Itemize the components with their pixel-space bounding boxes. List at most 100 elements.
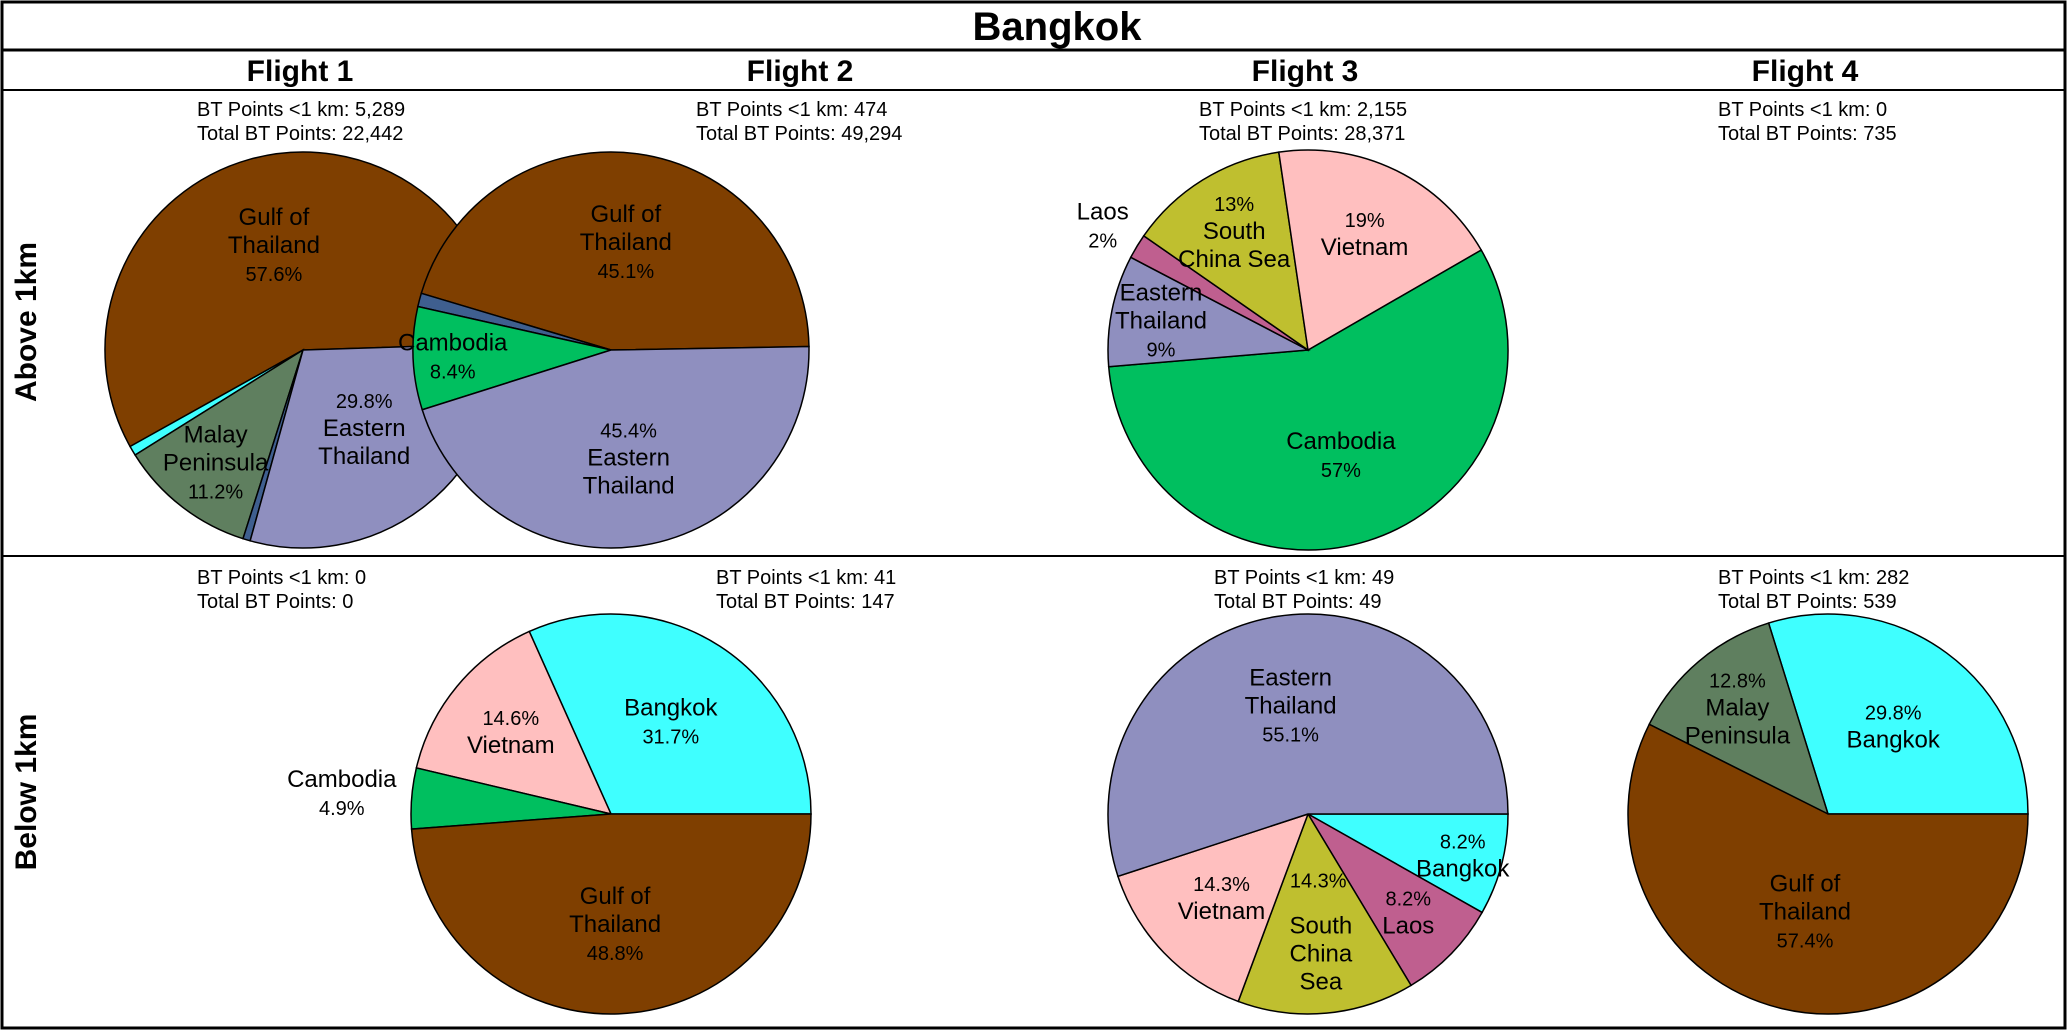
slice-label-gulf-of-thailand: Gulf of [239,204,310,231]
slice-percent-gulf-of-thailand: 57.4% [1777,930,1834,952]
total-points-label: Total BT Points: 735 [1718,123,1897,145]
slice-label-malay-peninsula: Malay [1705,694,1769,721]
slice-label-gulf-of-thailand: Gulf of [590,201,661,228]
pie-slice-bangkok [528,613,812,815]
near-points-label: BT Points <1 km: 41 [716,567,896,589]
row-header-below-1km: Below 1km [10,714,43,871]
slice-label-eastern-thailand: Thailand [583,473,675,500]
near-points-label: BT Points <1 km: 0 [1718,99,1887,121]
total-points-label: Total BT Points: 0 [197,591,353,613]
slice-label-south-china-sea: China [1290,940,1353,967]
pie-slice-malay-peninsula [134,348,305,540]
slice-label-bangkok: Bangkok [1416,856,1510,883]
slice-percent-cambodia: 4.9% [319,798,365,820]
column-header-flight-4: Flight 4 [1752,55,1859,88]
pie-slice-cambodia [412,305,614,411]
slice-label-gulf-of-thailand: Gulf of [580,883,651,910]
slice-label-gulf-of-thailand: Thailand [580,229,672,256]
slice-label-gulf-of-thailand: Thailand [569,911,661,938]
slice-label-south-china-sea: South [1290,912,1353,939]
slice-percent-laos: 2% [1088,231,1117,253]
pie-slice-laos [1305,811,1484,987]
slice-label-south-china-sea: Sea [1300,968,1343,995]
total-points-label: Total BT Points: 22,442 [197,123,403,145]
slice-label-eastern-thailand: Thailand [1115,307,1207,334]
slice-label-bangkok: Bangkok [624,695,718,722]
slice-percent-eastern-thailand: 9% [1147,339,1176,361]
pie-slice-cambodia [1107,248,1509,551]
slice-label-gulf-of-thailand: Thailand [1759,898,1851,925]
slice-percent-vietnam: 14.6% [482,708,539,730]
pie-slice-south-china-sea [1237,812,1413,1015]
pie-slice-bangkok [1767,613,2029,815]
pie-slice-malay-peninsula [1648,622,1830,816]
slice-percent-south-china-sea: 14.3% [1290,871,1347,893]
slice-percent-bangkok: 31.7% [642,727,699,749]
slice-label-eastern-thailand: Eastern [587,445,670,472]
column-header-flight-3: Flight 3 [1252,55,1359,88]
slice-label-eastern-thailand: Eastern [323,415,406,442]
total-points-label: Total BT Points: 49 [1214,591,1382,613]
total-points-label: Total BT Points: 28,371 [1199,123,1405,145]
pie-slice-vietnam [415,630,613,816]
figure-title: Bangkok [973,5,1143,49]
near-points-label: BT Points <1 km: 2,155 [1199,99,1407,121]
pie-slice-south-china-sea [1142,151,1309,352]
slice-percent-cambodia: 8.4% [430,362,476,384]
slice-label-gulf-of-thailand: Thailand [228,232,320,259]
slice-label-eastern-thailand: Eastern [1249,664,1332,691]
column-header-flight-1: Flight 1 [247,55,354,88]
slice-percent-gulf-of-thailand: 48.8% [587,943,644,965]
slice-label-bangkok: Bangkok [1846,726,1940,753]
slice-label-south-china-sea: South [1203,218,1266,245]
near-points-label: BT Points <1 km: 282 [1718,567,1909,589]
row-header-above-1km: Above 1km [10,242,43,402]
slice-label-malay-peninsula: Peninsula [163,450,269,477]
slice-label-cambodia: Cambodia [287,766,397,793]
slice-label-cambodia: Cambodia [398,330,508,357]
pie-slice-gulf-of-thailand [410,813,812,1015]
slice-label-south-china-sea: China Sea [1178,246,1291,273]
pie-slice-gulf-of-thailand [420,151,810,351]
slice-percent-malay-peninsula: 11.2% [188,482,243,504]
slice-percent-cambodia: 57% [1321,460,1361,482]
slice-label-malay-peninsula: Malay [184,422,248,449]
slice-percent-south-china-sea: 13% [1214,194,1254,216]
slice-label-malay-peninsula: Peninsula [1685,722,1791,749]
slice-percent-bangkok: 8.2% [1440,832,1486,854]
slice-label-vietnam: Vietnam [1178,898,1266,925]
total-points-label: Total BT Points: 147 [716,591,895,613]
slice-label-vietnam: Vietnam [1321,234,1409,261]
slice-percent-eastern-thailand: 29.8% [336,391,393,413]
pie-slice-bangkok [1305,813,1509,914]
slice-label-cambodia: Cambodia [1286,428,1396,455]
slice-percent-gulf-of-thailand: 45.1% [597,261,654,283]
slice-percent-vietnam: 14.3% [1193,874,1250,896]
pie-slice-eastern-thailand [1107,256,1311,368]
slice-percent-bangkok: 29.8% [1865,702,1922,724]
near-points-label: BT Points <1 km: 49 [1214,567,1394,589]
pie-slice-gulf-of-thailand [1627,723,2029,1015]
total-points-label: Total BT Points: 539 [1718,591,1897,613]
slice-label-gulf-of-thailand: Gulf of [1770,870,1841,897]
slice-percent-malay-peninsula: 12.8% [1709,670,1766,692]
slice-percent-gulf-of-thailand: 57.6% [246,264,303,286]
slice-label-laos: Laos [1077,199,1129,226]
slice-label-eastern-thailand: Thailand [1245,692,1337,719]
slice-percent-eastern-thailand: 45.4% [600,421,657,443]
near-points-label: BT Points <1 km: 5,289 [197,99,405,121]
slice-label-vietnam: Vietnam [467,732,555,759]
slice-label-eastern-thailand: Eastern [1120,279,1203,306]
pie-slice-vietnam [1277,149,1483,352]
near-points-label: BT Points <1 km: 474 [696,99,887,121]
